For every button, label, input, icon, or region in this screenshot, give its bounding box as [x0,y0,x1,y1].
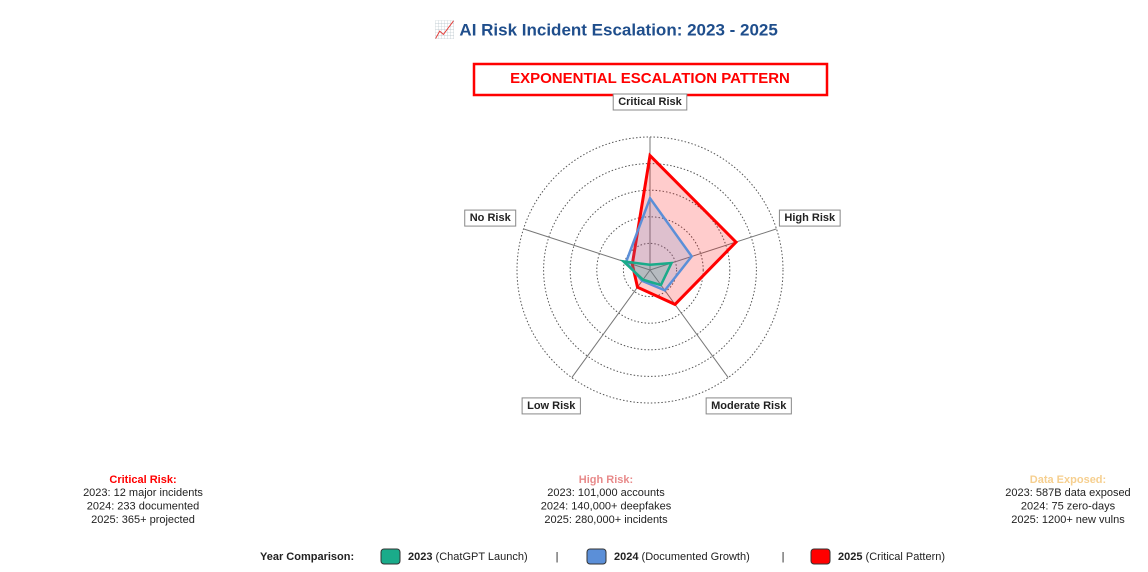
note-line: 2025: 1200+ new vulns [1011,514,1125,526]
banner: EXPONENTIAL ESCALATION PATTERN [510,70,790,87]
legend-entry: 2025 (Critical Pattern) [838,551,945,563]
legend-swatch [380,548,401,565]
legend-separator: | [782,551,785,563]
legend-description: (ChatGPT Launch) [436,551,528,563]
axis-label: Critical Risk [618,96,682,108]
note-line: 2025: 365+ projected [91,514,195,526]
legend-title: Year Comparison: [260,551,354,563]
legend-separator: | [556,551,559,563]
legend-name: 2024 [614,551,639,563]
axis-label-box [464,209,517,227]
note-line: 2025: 280,000+ incidents [544,514,668,526]
legend-swatch [810,548,831,565]
axis-label: High Risk [784,212,836,224]
series-area [630,152,739,307]
note-line: 2023: 101,000 accounts [547,487,665,499]
note-title: High Risk: [579,474,633,486]
axis-label-box [612,93,688,111]
axis-line [649,269,729,378]
note-line: 2024: 75 zero-days [1021,500,1116,512]
legend-swatch [586,548,607,565]
legend-name: 2025 [838,551,862,563]
note-line: 2024: 140,000+ deepfakes [541,500,672,512]
grid-circle [622,242,678,298]
note-line: 2023: 12 major incidents [83,487,203,499]
axis-label: No Risk [470,212,512,224]
legend-description: (Documented Growth) [642,551,750,563]
axis-label-box [705,397,792,415]
grid-circle [516,136,784,404]
axis-label-box [521,397,581,415]
axis-label-box [778,209,841,227]
chart-title: 📈 AI Risk Incident Escalation: 2023 - 20… [434,19,778,39]
axis-label: Low Risk [527,400,576,412]
axis-label: Moderate Risk [711,400,787,412]
series-area [619,259,674,287]
note-line: 2024: 233 documented [87,500,200,512]
grid-circle [596,216,704,324]
legend-name: 2023 [408,551,432,563]
note-title: Critical Risk: [109,474,176,486]
legend-entry: 2023 (ChatGPT Launch) [408,551,528,563]
legend-entry: 2024 (Documented Growth) [614,551,750,563]
note-title: Data Exposed: [1030,474,1106,486]
series-area [624,195,694,292]
legend-description: (Critical Pattern) [866,551,945,563]
note-line: 2023: 587B data exposed [1005,487,1130,499]
